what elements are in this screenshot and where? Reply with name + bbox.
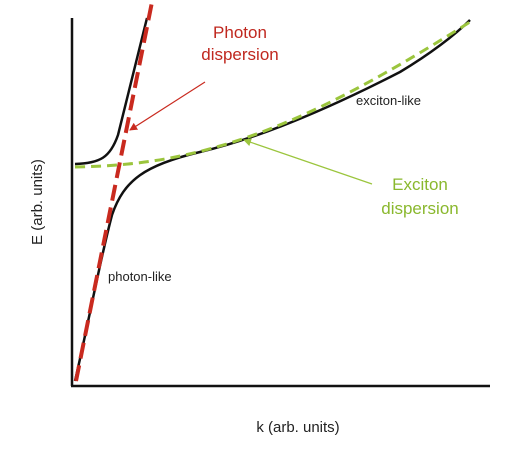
y-axis-label: E (arb. units) [29,159,46,245]
photon-arrow [129,81,206,131]
exciton-like-label: exciton-like [356,93,421,108]
exciton-dispersion-label-line2: dispersion [381,199,459,218]
photon-dispersion-label-line1: Photon [213,23,267,42]
exciton-dispersion-line [74,20,471,169]
x-axis-label: k (arb. units) [256,419,339,436]
photon-dispersion-line [74,1,154,382]
lower-polariton-branch [73,19,471,382]
exciton-arrow [243,138,373,185]
photon-like-label: photon-like [108,269,172,284]
upper-polariton-branch [74,17,149,166]
photon-dispersion-label-line2: dispersion [201,45,279,64]
exciton-dispersion-label-line1: Exciton [392,175,448,194]
